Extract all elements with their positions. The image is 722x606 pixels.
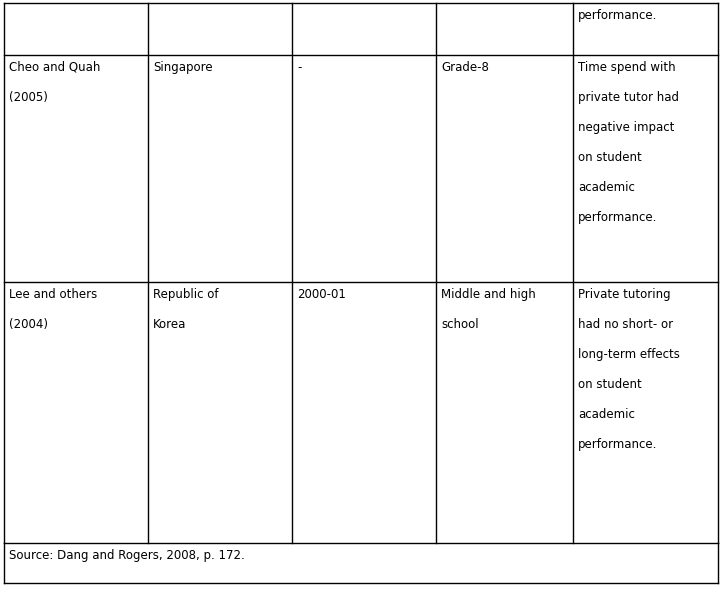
Text: Grade-8: Grade-8 (441, 61, 489, 74)
Text: Time spend with

private tutor had

negative impact

on student

academic

perfo: Time spend with private tutor had negati… (578, 61, 679, 224)
Text: Singapore: Singapore (153, 61, 212, 74)
Text: -: - (297, 61, 301, 74)
Text: performance.: performance. (578, 9, 657, 22)
Text: Source: Dang and Rogers, 2008, p. 172.: Source: Dang and Rogers, 2008, p. 172. (9, 549, 245, 562)
Text: Private tutoring

had no short- or

long-term effects

on student

academic

per: Private tutoring had no short- or long-t… (578, 288, 680, 451)
Text: Cheo and Quah

(2005): Cheo and Quah (2005) (9, 61, 100, 104)
Text: Lee and others

(2004): Lee and others (2004) (9, 288, 97, 331)
Text: Republic of

Korea: Republic of Korea (153, 288, 219, 331)
Text: Middle and high

school: Middle and high school (441, 288, 536, 331)
Text: 2000-01: 2000-01 (297, 288, 346, 301)
